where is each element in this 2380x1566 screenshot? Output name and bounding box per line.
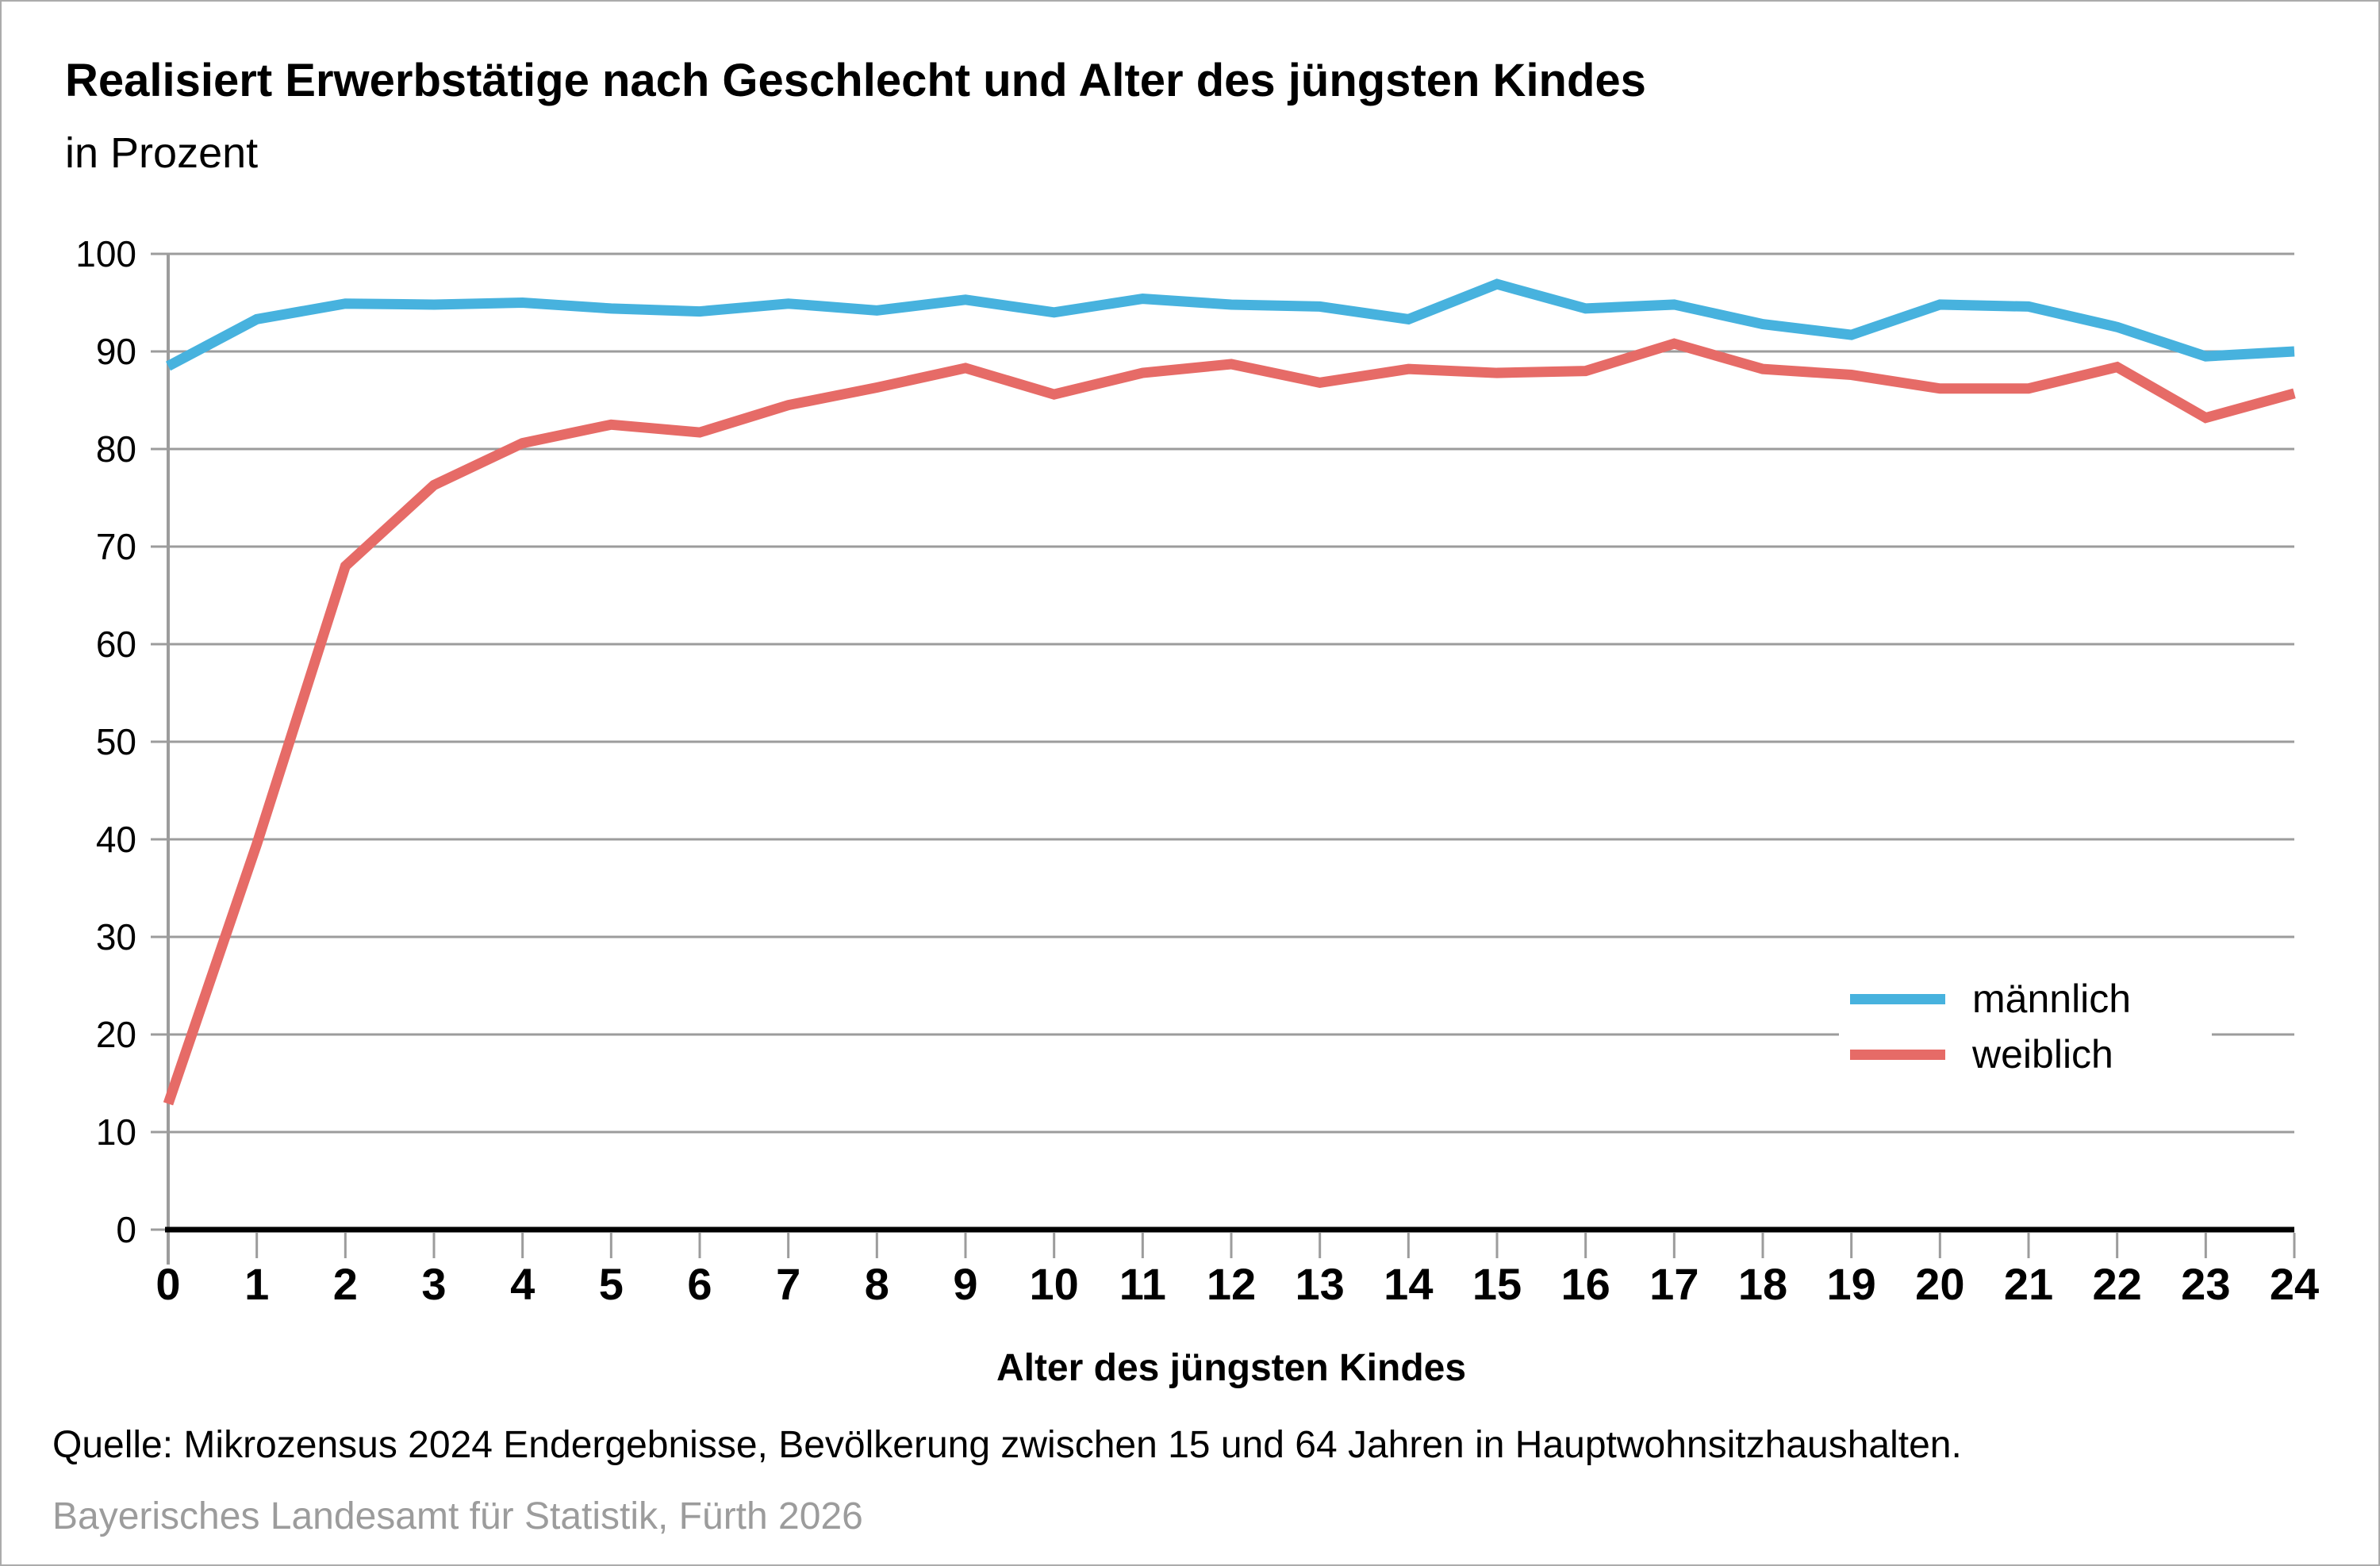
x-tick-label: 3: [421, 1259, 446, 1309]
legend-label-maennlich: männlich: [1972, 977, 2132, 1021]
x-tick-label: 2: [333, 1259, 358, 1309]
weiblich-line-swatch: [1850, 1049, 1945, 1060]
y-tick-label: 80: [96, 428, 136, 470]
legend-label-weiblich: weiblich: [1972, 1032, 2113, 1077]
x-tick-label: 23: [2181, 1259, 2230, 1309]
x-tick-label: 19: [1827, 1259, 1876, 1309]
x-tick-label: 11: [1119, 1259, 1166, 1309]
y-tick-label: 20: [96, 1014, 136, 1055]
x-tick-label: 9: [953, 1259, 977, 1309]
source-note: Quelle: Mikrozensus 2024 Endergebnisse, …: [52, 1424, 1962, 1466]
y-tick-label: 40: [96, 819, 136, 860]
x-tick-label: 5: [599, 1259, 624, 1309]
x-tick-label: 24: [2270, 1259, 2319, 1309]
y-tick-label: 10: [96, 1111, 136, 1153]
x-tick-label: 4: [510, 1259, 535, 1309]
x-tick-label: 12: [1207, 1259, 1256, 1309]
x-tick-label: 0: [155, 1259, 180, 1309]
x-tick-label: 6: [687, 1259, 712, 1309]
y-tick-label: 70: [96, 526, 136, 567]
chart-title: Realisiert Erwerbstätige nach Geschlecht…: [65, 55, 1646, 106]
y-tick-label: 0: [116, 1209, 136, 1250]
x-tick-label: 21: [2004, 1259, 2053, 1309]
y-tick-label: 60: [96, 624, 136, 665]
y-tick-label: 90: [96, 331, 136, 372]
legend-item-maennlich: männlich: [1839, 971, 2212, 1027]
x-tick-label: 7: [776, 1259, 800, 1309]
x-tick-label: 15: [1472, 1259, 1522, 1309]
legend: männlich weiblich: [1839, 966, 2212, 1087]
x-tick-label: 8: [865, 1259, 889, 1309]
x-tick-label: 10: [1030, 1259, 1079, 1309]
x-tick-label: 1: [244, 1259, 269, 1309]
maennlich-line-swatch: [1850, 993, 1945, 1004]
series-line-männlich: [165, 278, 2295, 371]
x-tick-label: 14: [1384, 1259, 1433, 1309]
series-line-weiblich: [163, 338, 2296, 1106]
x-axis-title: Alter des jüngsten Kindes: [996, 1347, 1467, 1389]
x-tick-label: 22: [2093, 1259, 2142, 1309]
x-tick-label: 20: [1915, 1259, 1964, 1309]
x-tick-label: 13: [1296, 1259, 1345, 1309]
x-tick-label: 18: [1738, 1259, 1787, 1309]
x-tick-label: 16: [1561, 1259, 1610, 1309]
x-tick-label: 17: [1649, 1259, 1699, 1309]
y-tick-label: 50: [96, 721, 136, 762]
chart-subtitle: in Prozent: [65, 129, 259, 177]
y-tick-label: 30: [96, 916, 136, 958]
y-tick-label: 100: [75, 233, 136, 274]
legend-item-weiblich: weiblich: [1839, 1027, 2212, 1082]
publisher-note: Bayerisches Landesamt für Statistik, Für…: [52, 1495, 863, 1537]
